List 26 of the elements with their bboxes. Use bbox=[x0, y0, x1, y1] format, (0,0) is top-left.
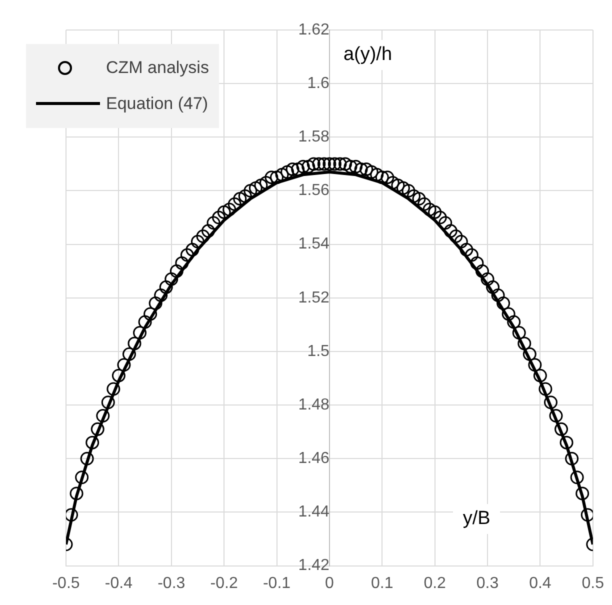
x-tick-label: -0.3 bbox=[158, 574, 186, 592]
x-tick-label: -0.4 bbox=[104, 574, 133, 592]
y-axis-title: a(y)/h bbox=[333, 40, 402, 70]
y-tick-label: 1.44 bbox=[298, 504, 330, 521]
y-tick-label: 1.52 bbox=[298, 289, 330, 306]
y-tick-label: 1.46 bbox=[298, 450, 330, 468]
x-tick-label: 0.4 bbox=[529, 574, 552, 592]
x-tick-label: 0 bbox=[324, 574, 334, 592]
x-tick-label: -0.1 bbox=[262, 574, 291, 592]
y-tick-label: 1.6 bbox=[307, 74, 330, 92]
y-tick-label: 1.48 bbox=[298, 396, 330, 414]
y-tick-label: 1.56 bbox=[298, 182, 330, 200]
x-tick-label: 0.3 bbox=[476, 574, 499, 592]
x-tick-label: 0.1 bbox=[371, 574, 394, 592]
y-tick-label: 1.5 bbox=[307, 342, 330, 360]
y-tick-label: 1.54 bbox=[298, 236, 330, 253]
y-tick-label: 1.42 bbox=[298, 557, 330, 574]
legend-label: Equation (47) bbox=[106, 94, 208, 114]
x-axis-title: y/B bbox=[452, 504, 500, 534]
x-tick-label: 0.2 bbox=[424, 574, 446, 592]
legend-label: CZM analysis bbox=[106, 58, 209, 78]
x-tick-label: -0.2 bbox=[210, 574, 238, 592]
y-tick-label: 1.58 bbox=[298, 128, 330, 146]
y-tick-label: 1.62 bbox=[298, 21, 330, 38]
x-tick-label: 0.5 bbox=[582, 574, 604, 592]
x-tick-label: -0.5 bbox=[52, 574, 80, 592]
